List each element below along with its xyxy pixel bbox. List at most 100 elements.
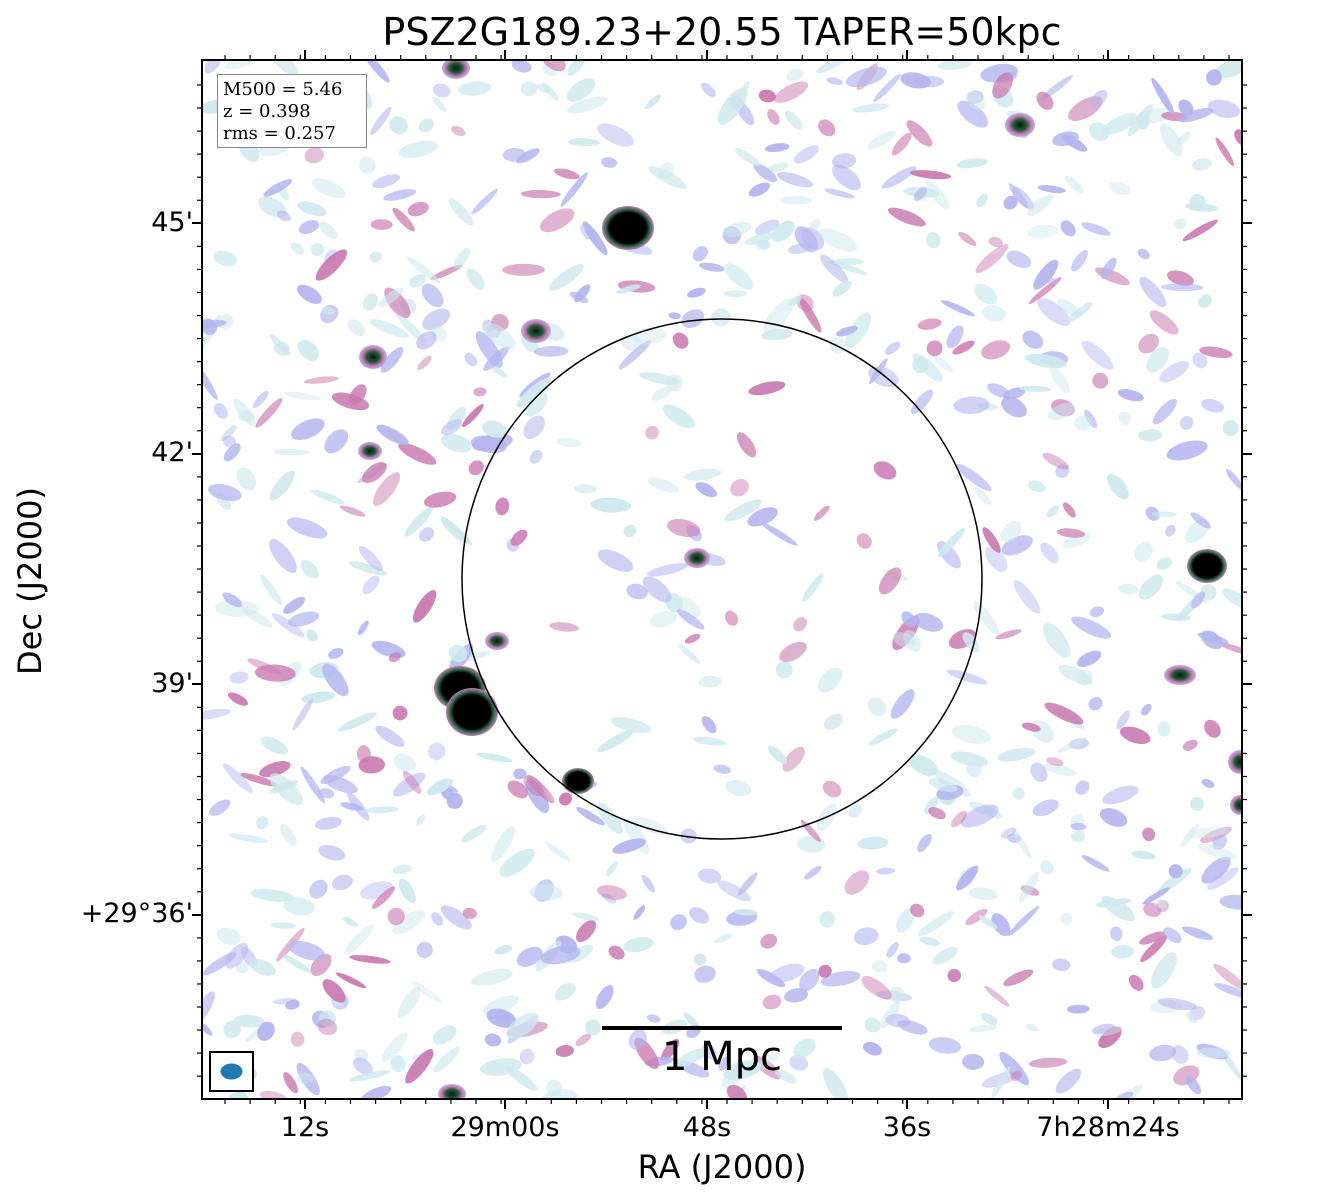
- noise-blob: [1156, 557, 1173, 570]
- noise-blob: [216, 927, 242, 946]
- noise-blob: [744, 232, 777, 246]
- noise-blob: [348, 561, 388, 576]
- legend-m500: M500 = 5.46: [223, 79, 343, 100]
- noise-blob: [256, 816, 269, 830]
- noise-blob: [318, 844, 346, 861]
- noise-blob: [861, 976, 892, 1000]
- noise-blob: [520, 189, 561, 199]
- noise-blob: [339, 505, 366, 517]
- noise-blob: [1081, 340, 1114, 370]
- noise-blob: [349, 955, 391, 964]
- noise-blob: [928, 807, 946, 820]
- noise-blob: [1010, 1070, 1023, 1082]
- noise-blob: [982, 527, 1001, 553]
- noise-blob: [1030, 719, 1054, 743]
- noise-blob: [457, 81, 492, 96]
- noise-blob: [823, 713, 843, 731]
- noise-blob: [1180, 823, 1200, 848]
- noise-blob: [822, 780, 842, 798]
- noise-blob: [519, 1048, 535, 1065]
- noise-blob: [693, 953, 707, 966]
- noise-blob: [782, 746, 805, 772]
- noise-blob: [1196, 1047, 1231, 1059]
- noise-blob: [362, 462, 387, 483]
- noise-blob: [737, 872, 758, 896]
- noise-blob: [1042, 452, 1069, 470]
- noise-blob: [1118, 411, 1131, 425]
- noise-blob: [513, 768, 527, 780]
- noise-blob: [392, 864, 412, 875]
- noise-blob: [798, 296, 822, 333]
- noise-blob: [1117, 389, 1144, 402]
- noise-blob: [398, 878, 416, 904]
- noise-blob: [393, 753, 417, 772]
- scale-bar-label: 1 Mpc: [661, 1034, 783, 1080]
- noise-blob: [1206, 69, 1222, 86]
- noise-blob: [1142, 887, 1170, 905]
- noise-blob: [1141, 703, 1152, 716]
- noise-blob: [1201, 856, 1231, 884]
- noise-blob: [612, 838, 646, 854]
- noise-blob: [969, 1024, 998, 1033]
- noise-blob: [950, 751, 988, 767]
- noise-blob: [868, 728, 898, 746]
- legend-rms: rms = 0.257: [223, 123, 336, 144]
- noise-blob: [1028, 1057, 1068, 1068]
- noise-blob: [364, 806, 399, 814]
- noise-blob: [287, 611, 320, 627]
- noise-blob: [240, 773, 278, 787]
- noise-blob: [370, 219, 393, 230]
- noise-blob: [662, 404, 695, 429]
- radio-source: [1228, 750, 1242, 774]
- noise-blob: [369, 251, 383, 263]
- noise-blob: [1140, 935, 1168, 963]
- noise-blob: [932, 354, 954, 373]
- noise-blob: [762, 994, 782, 1010]
- noise-blob: [569, 291, 589, 303]
- noise-blob: [252, 390, 269, 409]
- noise-blob: [1055, 1068, 1082, 1094]
- noise-blob: [701, 716, 717, 734]
- noise-blob: [966, 761, 982, 778]
- noise-blob: [372, 174, 401, 189]
- noise-blob: [793, 1038, 816, 1058]
- noise-blob: [250, 888, 295, 902]
- noise-blob: [335, 972, 367, 989]
- noise-blob: [615, 284, 641, 294]
- noise-blob: [818, 964, 832, 978]
- noise-blob: [1189, 797, 1204, 811]
- noise-blob: [885, 1013, 911, 1028]
- noise-blob: [852, 103, 890, 113]
- noise-blob: [572, 912, 599, 921]
- noise-blob: [202, 363, 218, 401]
- noise-blob: [1204, 719, 1221, 738]
- noise-blob: [202, 952, 237, 976]
- noise-blob: [567, 96, 608, 114]
- y-tick-label: 39': [151, 668, 193, 699]
- noise-blob: [623, 937, 654, 953]
- noise-blob: [446, 792, 463, 810]
- noise-blob: [322, 979, 346, 1003]
- noise-blob: [646, 563, 688, 577]
- noise-blob: [991, 1066, 1011, 1099]
- noise-blob: [549, 622, 579, 632]
- noise-blob: [826, 77, 844, 85]
- noise-blob: [897, 953, 911, 964]
- noise-blob: [1149, 1044, 1177, 1062]
- noise-blob: [285, 999, 300, 1010]
- noise-blob: [1077, 650, 1102, 667]
- noise-blob: [416, 331, 437, 350]
- noise-blob: [881, 166, 917, 189]
- noise-blob: [417, 355, 432, 371]
- noise-blob: [975, 243, 1009, 274]
- noise-blob: [1111, 944, 1134, 959]
- noise-blob: [405, 1049, 434, 1084]
- x-axis-label: RA (J2000): [637, 1148, 807, 1186]
- noise-blob: [416, 814, 426, 825]
- noise-blob: [370, 106, 392, 136]
- noise-blob: [735, 148, 760, 167]
- noise-blob: [423, 491, 457, 508]
- noise-blob: [651, 385, 673, 401]
- noise-blob: [1157, 998, 1198, 1011]
- noise-blob: [1151, 952, 1178, 989]
